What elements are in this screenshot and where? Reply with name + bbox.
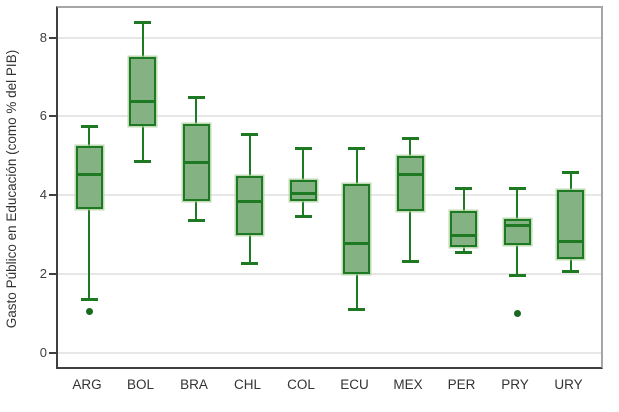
iqr-box [396,155,424,212]
x-label-per: PER [447,377,476,392]
boxplot-per [450,8,477,367]
y-tick-mark-4 [49,194,56,197]
iqr-box [129,57,156,127]
whisker-cap-upper [241,133,258,137]
iqr-box [503,219,531,245]
y-tick-label-8: 8 [39,29,47,45]
whisker-cap-upper [508,186,526,190]
median-line [451,233,476,237]
boxplot-bra [182,8,210,367]
whisker-cap-lower [294,215,312,219]
boxplot-pry [503,8,531,367]
whisker-cap-lower [134,159,151,163]
whisker-cap-lower [401,260,419,264]
whisker-cap-upper [134,20,151,24]
whisker-cap-upper [187,95,205,99]
plot-area [56,6,603,369]
median-line [130,99,155,103]
iqr-box [450,211,477,247]
x-label-bra: BRA [180,377,208,392]
x-label-ecu: ECU [340,377,369,392]
boxplot-chl [236,8,263,367]
iqr-box [236,175,263,235]
median-line [237,200,262,204]
whisker-cap-lower [187,219,205,223]
median-line [76,172,102,176]
whisker-cap-upper [562,170,579,174]
iqr-box [289,179,317,202]
whisker-cap-lower [80,297,98,301]
whisker-cap-upper [80,125,98,129]
iqr-box [75,146,103,210]
boxplot-bol [129,8,156,367]
gridline-y-4 [58,194,601,197]
boxplot-ury [557,8,584,367]
whisker-cap-upper [294,147,312,151]
gridline-y-0 [58,352,601,355]
boxplot-col [289,8,317,367]
whisker-cap-lower [508,274,526,278]
y-tick-mark-0 [49,352,56,355]
whisker-line [88,126,90,300]
y-tick-mark-2 [49,273,56,276]
median-line [183,160,209,164]
x-label-chl: CHL [233,377,261,392]
iqr-box [343,183,370,275]
x-label-ury: URY [554,377,583,392]
gridline-y-8 [58,36,601,39]
boxplot-ecu [343,8,370,367]
whisker-cap-lower [455,250,472,254]
y-tick-mark-8 [49,36,56,39]
iqr-box [557,189,584,259]
median-line [558,239,583,243]
median-line [344,241,369,245]
y-tick-label-2: 2 [39,266,47,282]
x-label-mex: MEX [393,377,423,392]
x-label-pry: PRY [501,377,529,392]
y-tick-label-0: 0 [39,345,47,361]
y-tick-mark-6 [49,115,56,118]
whisker-cap-upper [455,186,472,190]
gridline-y-6 [58,115,601,118]
y-tick-label-4: 4 [39,187,47,203]
whisker-cap-lower [562,270,579,274]
boxplot-arg [75,8,103,367]
whisker-cap-upper [348,147,365,151]
outlier-dot [513,310,521,318]
whisker-cap-lower [241,262,258,266]
whisker-cap-lower [348,307,365,311]
x-label-col: COL [287,377,315,392]
x-label-bol: BOL [126,377,154,392]
boxplot-mex [396,8,424,367]
x-label-arg: ARG [72,377,102,392]
whisker-cap-upper [401,137,419,141]
median-line [504,224,530,227]
median-line [397,172,423,176]
gridline-y-2 [58,273,601,276]
outlier-dot [85,308,93,316]
y-tick-label-6: 6 [39,108,47,124]
median-line [290,192,316,196]
